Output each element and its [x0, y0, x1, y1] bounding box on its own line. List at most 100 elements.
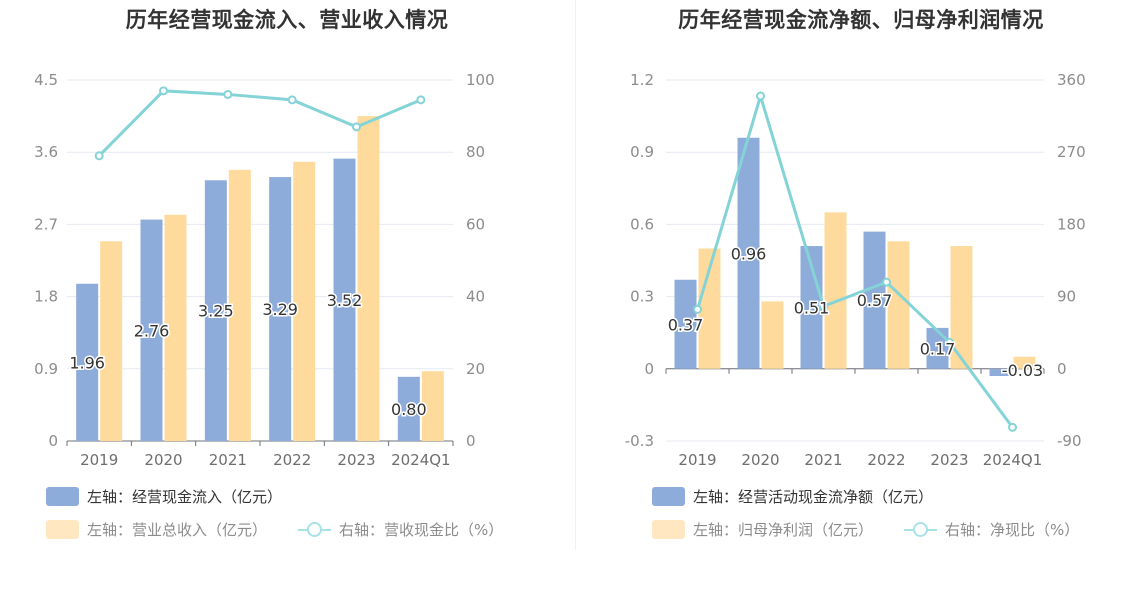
x-tick-label: 2023	[337, 451, 375, 469]
ratio-point	[945, 337, 954, 347]
y-tick-label-left: 0	[644, 360, 654, 378]
legend-label: 左轴：经营活动现金流净额（亿元）	[693, 488, 934, 506]
legend-label: 右轴：营收现金比（%）	[339, 521, 504, 539]
data-label: 3.25	[198, 302, 234, 321]
y-tick-label-left: 0	[48, 432, 58, 450]
bar-secondary	[293, 161, 316, 441]
data-label: 2.76	[134, 321, 170, 340]
bar-primary	[397, 376, 420, 441]
ratio-point	[287, 95, 297, 105]
y-tick-label-left: 0.6	[630, 215, 654, 233]
legend-swatch	[46, 520, 79, 539]
x-tick-label: 2019	[678, 451, 716, 469]
y-tick-label-right: 100	[466, 71, 495, 89]
chart-plot: 4.5 100 3.6 80 2.7 60 1.8 40 0.9 20 0 0 2019 2020 2021…	[34, 71, 495, 469]
legend-label: 左轴：营业总收入（亿元）	[87, 521, 268, 539]
ratio-point	[352, 122, 361, 132]
ratio-point	[882, 277, 891, 287]
y-tick-label-right: 0	[1057, 360, 1067, 378]
y-tick-label-right: 20	[466, 360, 485, 378]
data-label: 0.37	[668, 315, 704, 334]
bar-secondary	[228, 169, 251, 442]
y-tick-label-right: -90	[1057, 432, 1082, 450]
ratio-point	[416, 95, 426, 105]
bar-secondary	[824, 212, 847, 369]
ratio-point	[693, 304, 702, 314]
x-tick-label: 2023	[930, 451, 968, 469]
ratio-point	[159, 86, 168, 96]
y-tick-label-left: 0.9	[34, 360, 58, 378]
data-label: 0.17	[920, 339, 956, 358]
data-label: 3.29	[262, 300, 298, 319]
chart-plot: 1.2 360 0.9 270 0.6 180 0.3 90 0 0 -0.3 -90 2019 2020…	[625, 71, 1086, 469]
x-tick-label: 2022	[867, 451, 905, 469]
bar-primary	[989, 368, 1012, 377]
legend-label: 左轴：归母净利润（亿元）	[693, 521, 874, 539]
y-tick-label-right: 180	[1057, 215, 1086, 233]
ratio-line	[98, 89, 422, 157]
bar-primary	[800, 246, 823, 369]
bar-primary	[333, 158, 356, 441]
ratio-point	[1008, 422, 1017, 432]
data-label: 0.96	[731, 244, 767, 263]
chart-title: 历年经营现金流入、营业收入情况	[125, 8, 449, 32]
y-tick-label-right: 0	[466, 432, 476, 450]
x-tick-label: 2020	[741, 451, 779, 469]
legend-label: 左轴：经营现金流入（亿元）	[87, 488, 283, 506]
ratio-point	[756, 91, 765, 101]
y-tick-label-left: 0.3	[630, 288, 654, 306]
legend-line-marker-icon	[298, 520, 331, 539]
legend-line-marker-icon	[904, 520, 937, 539]
y-tick-label-left: -0.3	[625, 432, 654, 450]
x-tick-label: 2022	[273, 451, 311, 469]
bar-secondary	[887, 241, 910, 369]
bar-secondary	[100, 241, 123, 441]
chart-panel-netcash-profit: 历年经营现金流净额、归母净利润情况 1.2 360 0.9 270 0.6 180 0.3 9…	[574, 0, 1148, 589]
bar-primary	[674, 279, 697, 369]
y-tick-label-right: 360	[1057, 71, 1086, 89]
y-tick-label-left: 1.8	[34, 288, 58, 306]
bar-secondary	[421, 371, 444, 441]
legend-item-net-profit[interactable]: 左轴：归母净利润（亿元）	[652, 519, 873, 540]
x-tick-label: 2024Q1	[983, 451, 1043, 469]
bar-secondary	[357, 116, 380, 441]
bar-secondary	[698, 248, 721, 369]
legend-swatch	[652, 487, 685, 506]
data-label: -0.03	[1002, 361, 1043, 380]
x-tick-label: 2024Q1	[391, 451, 451, 469]
y-tick-label-left: 4.5	[34, 71, 58, 89]
legend-item-net-ratio[interactable]: 右轴：净现比（%）	[904, 519, 1079, 540]
legend-label: 右轴：净现比（%）	[945, 521, 1080, 539]
y-tick-label-right: 80	[466, 143, 485, 161]
bar-primary	[269, 177, 292, 441]
y-tick-label-left: 1.2	[630, 71, 654, 89]
legend-swatch	[46, 487, 79, 506]
data-label: 1.96	[69, 353, 105, 372]
legend-item-revenue[interactable]: 左轴：营业总收入（亿元）	[46, 519, 267, 540]
ratio-line	[696, 90, 1014, 429]
data-label: 0.80	[391, 400, 427, 419]
legend-item-net-cash[interactable]: 左轴：经营活动现金流净额（亿元）	[652, 486, 933, 507]
chart-panel-cashflow-revenue: 历年经营现金流入、营业收入情况 4.5 100 3.6 80 2.7 60 1.8 40 0.9…	[34, 8, 503, 540]
x-tick-label: 2021	[804, 451, 842, 469]
bar-primary	[76, 283, 99, 441]
bar-primary	[737, 137, 760, 369]
data-label: 3.52	[327, 291, 363, 310]
x-tick-label: 2021	[209, 451, 247, 469]
y-tick-label-right: 270	[1057, 143, 1086, 161]
ratio-point	[223, 89, 233, 99]
legend-item-cash-inflow[interactable]: 左轴：经营现金流入（亿元）	[46, 486, 282, 507]
legend-item-ratio[interactable]: 右轴：营收现金比（%）	[298, 519, 503, 540]
x-tick-label: 2020	[144, 451, 182, 469]
y-tick-label-left: 3.6	[34, 143, 58, 161]
bar-secondary	[761, 301, 784, 369]
y-tick-label-right: 90	[1057, 288, 1076, 306]
bar-secondary	[950, 246, 973, 369]
bar-primary	[140, 219, 163, 441]
bar-secondary	[164, 214, 187, 441]
legend-swatch	[652, 520, 685, 539]
y-tick-label-right: 60	[466, 215, 485, 233]
chart-title: 历年经营现金流净额、归母净利润情况	[678, 8, 1044, 32]
bar-primary	[204, 180, 227, 441]
bar-secondary	[1013, 356, 1036, 369]
